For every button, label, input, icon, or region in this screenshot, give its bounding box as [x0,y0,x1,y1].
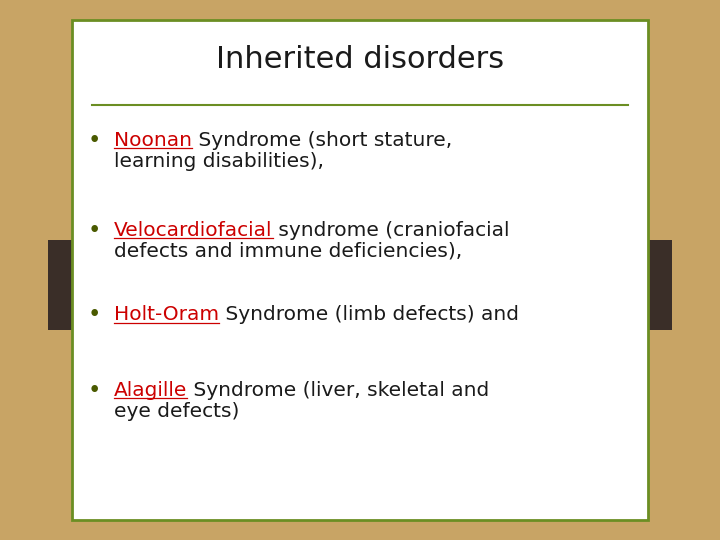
Text: •: • [87,303,101,327]
Text: syndrome (craniofacial: syndrome (craniofacial [272,220,510,240]
Text: •: • [87,129,101,152]
Text: Velocardiofacial: Velocardiofacial [114,220,272,240]
Text: Syndrome (short stature,: Syndrome (short stature, [192,131,452,150]
Text: Inherited disorders: Inherited disorders [216,45,504,75]
Text: Syndrome (limb defects) and: Syndrome (limb defects) and [219,306,519,325]
Text: learning disabilities),: learning disabilities), [114,152,324,171]
Text: Alagille: Alagille [114,381,187,400]
Text: •: • [87,219,101,241]
Text: eye defects): eye defects) [114,402,239,421]
Text: •: • [87,379,101,402]
Bar [72,20,648,520]
Text: Holt-Oram: Holt-Oram [114,306,219,325]
Text: Syndrome (liver, skeletal and: Syndrome (liver, skeletal and [187,381,490,400]
Text: defects and immune deficiencies),: defects and immune deficiencies), [114,241,462,260]
Bar [644,240,672,330]
Bar [48,240,76,330]
Text: Noonan: Noonan [114,131,192,150]
